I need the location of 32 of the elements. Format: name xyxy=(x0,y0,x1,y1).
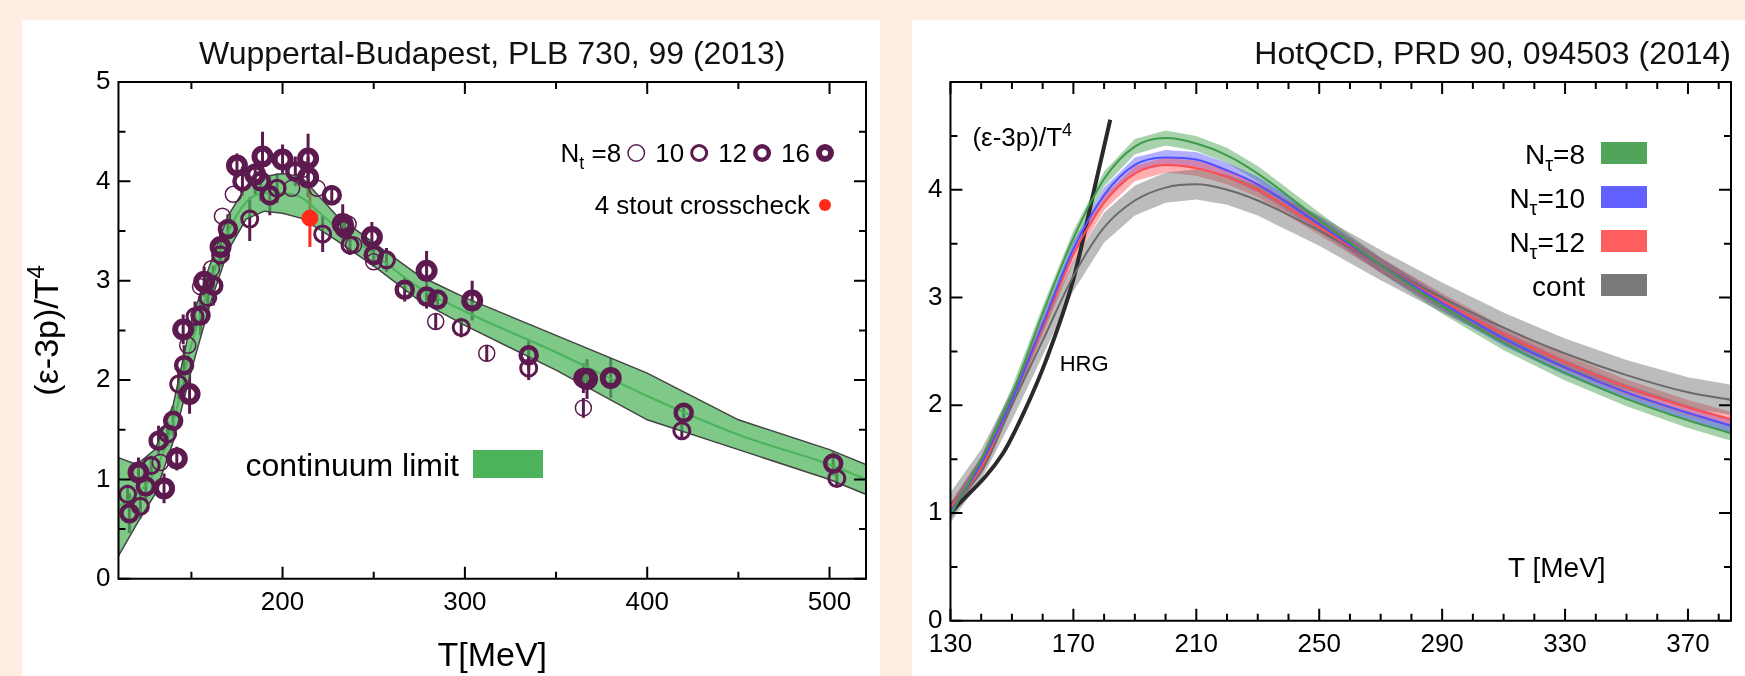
y-tick-label: 3 xyxy=(927,280,943,311)
legend-label: 16 xyxy=(781,138,810,168)
y-tick-label: 4 xyxy=(95,164,111,195)
y-tick-label: 2 xyxy=(927,388,943,419)
x-axis-title: T [MeV] xyxy=(1508,551,1606,583)
legend-label: continuum limit xyxy=(245,446,460,483)
chart-title: Wuppertal-Budapest, PLB 730, 99 (2013) xyxy=(199,35,786,71)
y-tick-label: 2 xyxy=(95,363,111,394)
x-tick-label: 330 xyxy=(1543,627,1587,658)
series-label: HRG xyxy=(1059,351,1109,377)
legend-label: 12 xyxy=(718,138,748,168)
y-tick-label: 3 xyxy=(95,263,111,294)
x-tick-label: 400 xyxy=(625,585,669,616)
legend-label: cont xyxy=(1532,271,1586,302)
y-tick-label: 1 xyxy=(927,496,943,527)
x-axis-title: T[MeV] xyxy=(437,635,548,673)
chart-title: HotQCD, PRD 90, 094503 (2014) xyxy=(1254,35,1731,71)
x-tick-label: 300 xyxy=(443,585,487,616)
x-tick-label: 290 xyxy=(1420,627,1464,658)
x-tick-label: 500 xyxy=(807,585,852,616)
x-tick-label: 210 xyxy=(1174,627,1218,658)
y-tick-label: 4 xyxy=(927,172,943,203)
x-tick-label: 200 xyxy=(260,585,305,616)
legend-label: 10 xyxy=(655,138,685,168)
y-tick-label: 5 xyxy=(95,65,111,96)
legend-label: 4 stout crosscheck xyxy=(594,190,811,220)
y-axis-title: (ε-3p)/T4 xyxy=(22,265,65,396)
x-tick-label: 170 xyxy=(1051,627,1096,658)
x-tick-label: 250 xyxy=(1297,627,1341,658)
y-tick-label: 1 xyxy=(95,462,111,493)
y-tick-label: 0 xyxy=(95,561,111,592)
x-tick-label: 370 xyxy=(1666,627,1710,658)
